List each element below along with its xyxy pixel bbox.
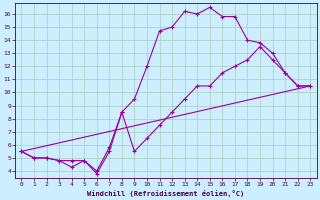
X-axis label: Windchill (Refroidissement éolien,°C): Windchill (Refroidissement éolien,°C) (87, 190, 244, 197)
